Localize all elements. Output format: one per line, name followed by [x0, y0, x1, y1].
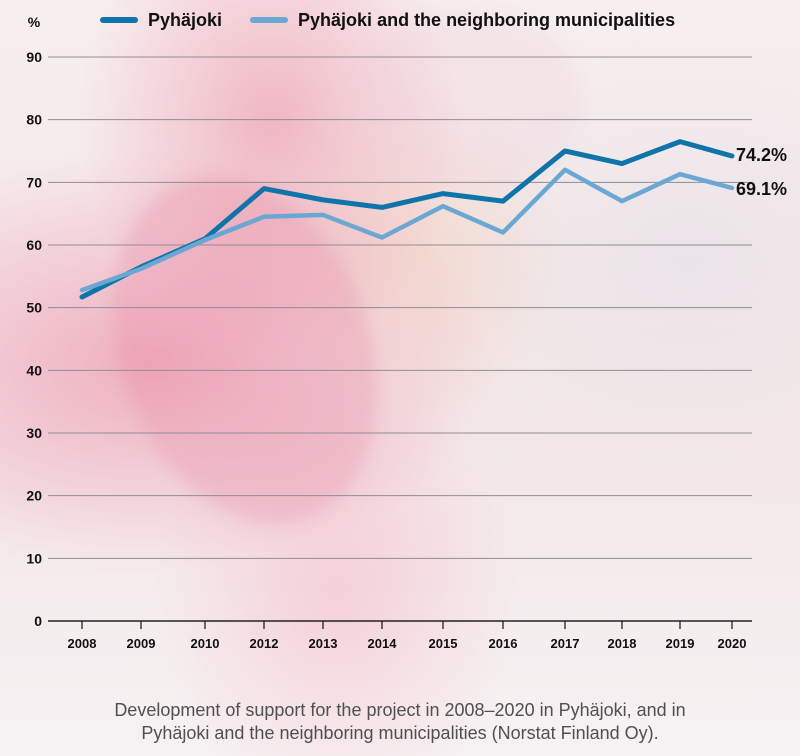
- y-tick-label-20: 20: [26, 488, 42, 504]
- legend-line-neighbors: [250, 17, 289, 23]
- x-tick-label-2014: 2014: [368, 636, 398, 651]
- x-tick-label-2010: 2010: [191, 636, 220, 651]
- x-tick-label-2012: 2012: [250, 636, 279, 651]
- x-tick-label-2015: 2015: [429, 636, 458, 651]
- x-tick-label-2016: 2016: [489, 636, 518, 651]
- legend-line-pyhajoki: [100, 17, 138, 23]
- y-tick-label-90: 90: [26, 49, 42, 65]
- y-axis-unit-label: %: [28, 14, 41, 30]
- legend: Pyhäjoki Pyhäjoki and the neighboring mu…: [100, 11, 675, 29]
- chart-caption: Development of support for the project i…: [20, 699, 780, 745]
- x-tick-label-2013: 2013: [309, 636, 338, 651]
- x-tick-label-2019: 2019: [666, 636, 695, 651]
- y-tick-label-50: 50: [26, 300, 42, 316]
- y-tick-label-30: 30: [26, 425, 42, 441]
- legend-item-neighbors: Pyhäjoki and the neighboring municipalit…: [250, 11, 675, 29]
- end-label-neighbors: 69.1%: [736, 179, 787, 199]
- legend-label-pyhajoki: Pyhäjoki: [148, 10, 223, 30]
- end-label-pyhajoki: 74.2%: [736, 145, 787, 165]
- y-tick-label-60: 60: [26, 237, 42, 253]
- x-tick-label-2008: 2008: [68, 636, 97, 651]
- x-tick-label-2009: 2009: [127, 636, 156, 651]
- y-tick-label-70: 70: [26, 174, 42, 190]
- x-tick-label-2018: 2018: [608, 636, 637, 651]
- series-line-neighbors: [79, 167, 735, 293]
- caption-line-2: Pyhäjoki and the neighboring municipalit…: [141, 723, 659, 743]
- legend-item-pyhajoki: Pyhäjoki: [100, 11, 222, 29]
- x-tick-label-2017: 2017: [551, 636, 580, 651]
- y-tick-label-0: 0: [34, 613, 42, 629]
- y-tick-label-80: 80: [26, 112, 42, 128]
- caption-line-1: Development of support for the project i…: [114, 700, 686, 720]
- series-line-pyhajoki: [79, 139, 735, 300]
- x-tick-label-2020: 2020: [718, 636, 747, 651]
- y-tick-label-10: 10: [26, 550, 42, 566]
- y-tick-label-40: 40: [26, 362, 42, 378]
- legend-label-neighbors: Pyhäjoki and the neighboring municipalit…: [298, 10, 676, 30]
